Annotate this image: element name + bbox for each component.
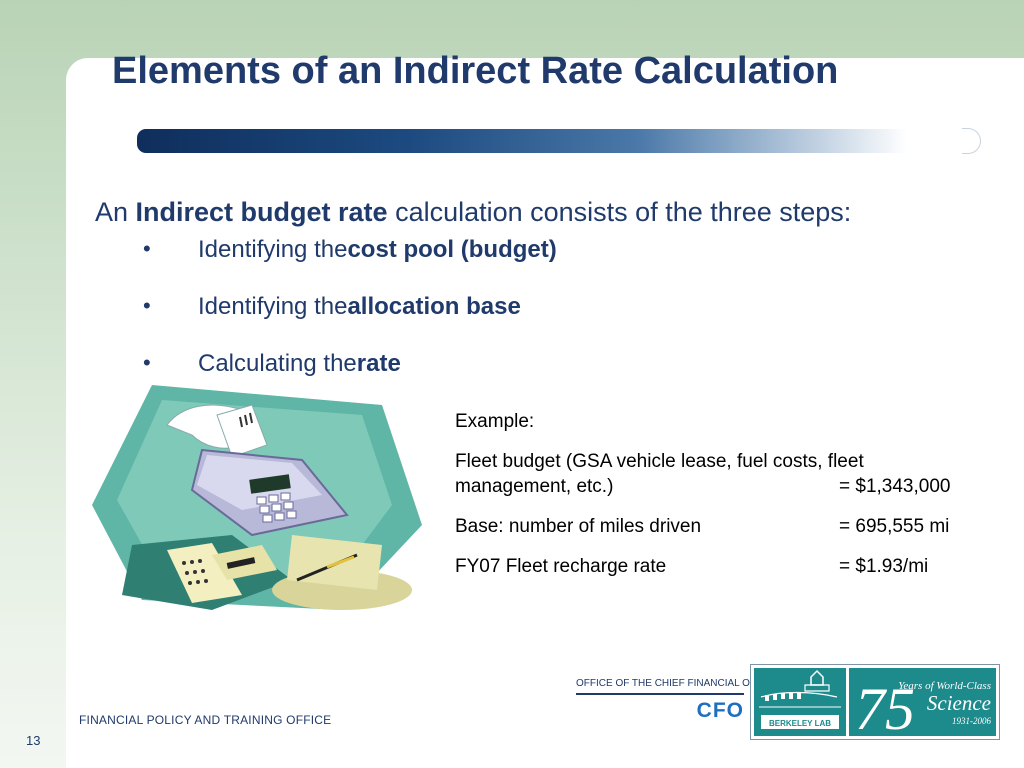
cfo-logo: OFFICE OF THE CHIEF FINANCIAL OFFICER CF… xyxy=(576,678,787,723)
step-item: • Identifying the allocation base xyxy=(143,293,557,350)
slide-title: Elements of an Indirect Rate Calculation xyxy=(112,50,839,92)
example-label: FY07 Fleet recharge rate xyxy=(455,556,667,577)
lab-name: BERKELEY LAB xyxy=(769,719,831,728)
step-text: Identifying the xyxy=(198,236,348,263)
anniversary-number: 75 xyxy=(855,676,915,739)
step-item: • Calculating the rate xyxy=(143,350,557,407)
example-block: Example: Fleet budget (GSA vehicle lease… xyxy=(455,409,985,594)
intro-suffix: calculation consists of the three steps: xyxy=(387,197,852,227)
step-item: • Identifying the cost pool (budget) xyxy=(143,236,557,293)
example-value: = $1,343,000 xyxy=(839,476,951,497)
intro-prefix: An xyxy=(95,197,136,227)
bullet: • xyxy=(143,236,151,261)
tagline-line1: Years of World-Class xyxy=(898,680,991,692)
step-emphasis: cost pool (budget) xyxy=(347,236,557,263)
tagline-line2: Science xyxy=(927,691,991,715)
example-value: = $1.93/mi xyxy=(839,556,929,577)
cfo-office-name: OFFICE OF THE CHIEF FINANCIAL OFFICER xyxy=(576,678,787,689)
title-divider-cap xyxy=(962,128,981,154)
step-emphasis: allocation base xyxy=(347,293,521,320)
example-heading: Example: xyxy=(455,411,535,432)
adding-machine-clipart-icon xyxy=(92,385,422,610)
example-row: Fleet budget (GSA vehicle lease, fuel co… xyxy=(455,449,985,499)
example-label: Fleet budget (GSA vehicle lease, fuel co… xyxy=(455,451,864,472)
example-label: management, etc.) xyxy=(455,476,614,497)
step-list: • Identifying the cost pool (budget) • Ide… xyxy=(143,236,557,407)
bullet: • xyxy=(143,350,151,375)
example-label: Base: number of miles driven xyxy=(455,516,702,537)
berkeley-lab-logo-icon: BERKELEY LAB 75 Years of World-Class Sci… xyxy=(754,668,996,742)
anniversary-years: 1931-2006 xyxy=(952,716,991,726)
cfo-mark: CFO xyxy=(696,699,744,722)
step-text: Calculating the xyxy=(198,350,357,377)
footer-office-name: FINANCIAL POLICY AND TRAINING OFFICE xyxy=(79,713,332,727)
step-text: Identifying the xyxy=(198,293,348,320)
berkeley-lab-75-logo: BERKELEY LAB 75 Years of World-Class Sci… xyxy=(750,664,1000,742)
intro-text: An Indirect budget rate calculation cons… xyxy=(95,197,851,228)
step-emphasis: rate xyxy=(356,350,401,377)
example-row: Base: number of miles driven = 695,555 m… xyxy=(455,514,985,539)
example-value: = 695,555 mi xyxy=(839,516,950,537)
title-divider xyxy=(137,129,907,153)
page-number: 13 xyxy=(26,733,41,748)
example-row: FY07 Fleet recharge rate = $1.93/mi xyxy=(455,554,985,579)
bullet: • xyxy=(143,293,151,318)
cfo-divider xyxy=(576,693,744,695)
intro-emphasis: Indirect budget rate xyxy=(135,197,388,227)
